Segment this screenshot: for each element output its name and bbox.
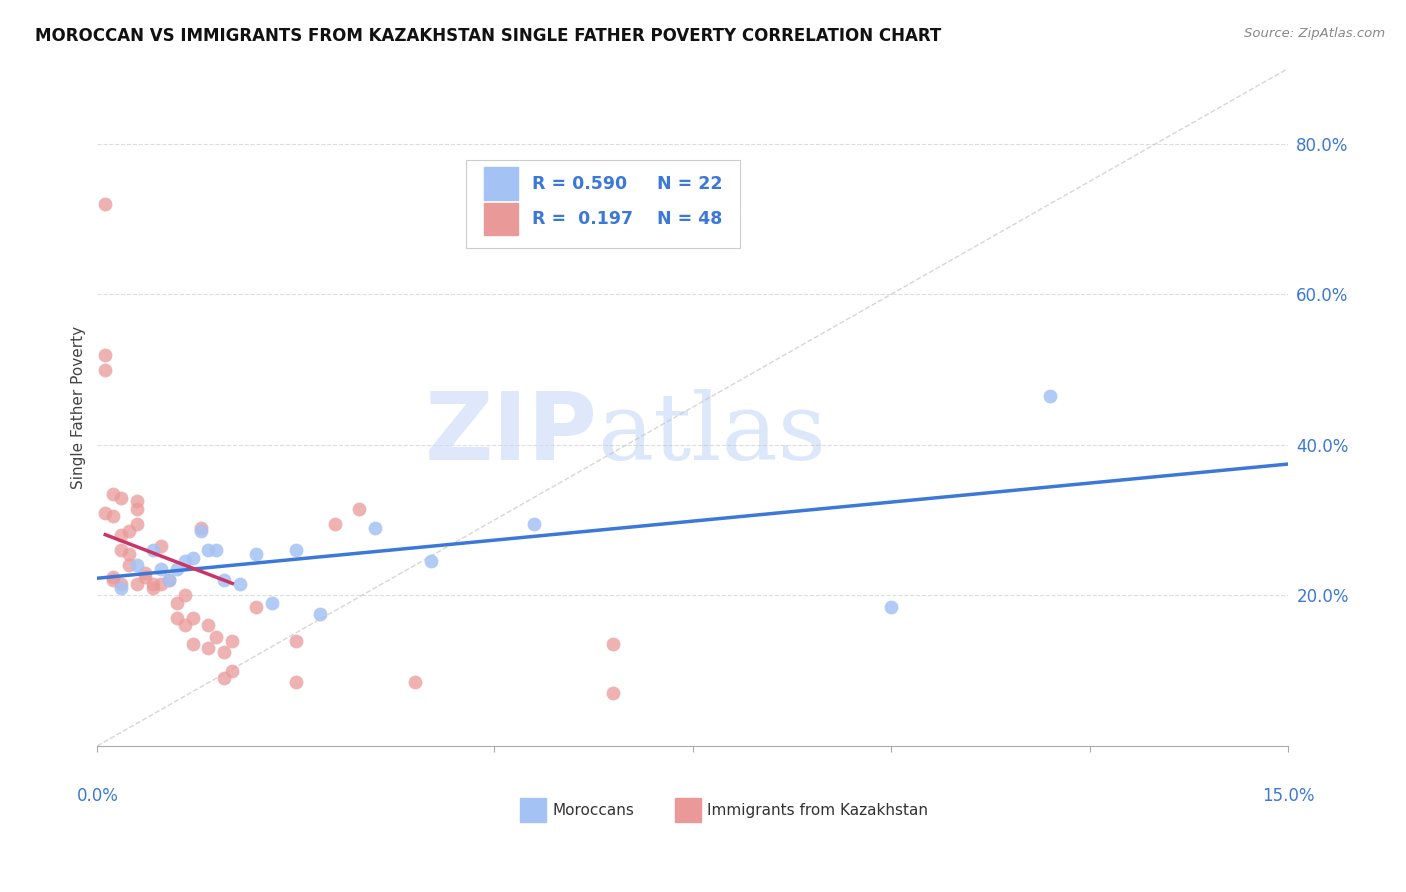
Point bbox=[103, 569, 125, 583]
Point bbox=[103, 487, 125, 501]
Point bbox=[110, 543, 132, 558]
Point bbox=[308, 607, 330, 622]
Text: Immigrants from Kazakhstan: Immigrants from Kazakhstan bbox=[707, 803, 928, 818]
Point bbox=[602, 686, 624, 700]
Point bbox=[197, 618, 219, 632]
Point bbox=[419, 554, 441, 568]
Point bbox=[284, 543, 307, 558]
Point bbox=[157, 574, 180, 588]
Point bbox=[125, 494, 148, 508]
Point bbox=[149, 540, 172, 554]
Point bbox=[214, 645, 236, 659]
Point bbox=[181, 550, 204, 565]
Point bbox=[110, 581, 132, 595]
Text: Source: ZipAtlas.com: Source: ZipAtlas.com bbox=[1244, 27, 1385, 40]
Point bbox=[245, 547, 267, 561]
Point bbox=[94, 362, 117, 376]
Point bbox=[103, 574, 125, 588]
Point bbox=[190, 524, 212, 539]
Point bbox=[181, 611, 204, 625]
Point bbox=[404, 674, 426, 689]
FancyBboxPatch shape bbox=[467, 160, 741, 248]
Text: R =  0.197: R = 0.197 bbox=[531, 210, 633, 227]
Point bbox=[197, 543, 219, 558]
Point bbox=[166, 596, 188, 610]
Y-axis label: Single Father Poverty: Single Father Poverty bbox=[72, 326, 86, 489]
Point bbox=[125, 558, 148, 573]
Point bbox=[284, 633, 307, 648]
Point bbox=[125, 501, 148, 516]
Point bbox=[118, 558, 141, 573]
Point bbox=[142, 577, 165, 591]
Point bbox=[103, 509, 125, 524]
Text: N = 48: N = 48 bbox=[657, 210, 723, 227]
Point bbox=[284, 674, 307, 689]
Text: 15.0%: 15.0% bbox=[1261, 788, 1315, 805]
Bar bbox=[675, 798, 702, 822]
Point bbox=[260, 596, 283, 610]
Point bbox=[205, 630, 228, 644]
Point bbox=[205, 543, 228, 558]
Text: atlas: atlas bbox=[598, 389, 827, 479]
Bar bbox=[484, 168, 517, 200]
Point bbox=[325, 516, 347, 531]
Point bbox=[157, 574, 180, 588]
Point bbox=[94, 506, 117, 520]
Point bbox=[134, 569, 156, 583]
Point bbox=[364, 520, 387, 534]
Bar bbox=[520, 798, 546, 822]
Point bbox=[173, 554, 195, 568]
Point bbox=[94, 347, 117, 361]
Text: ZIP: ZIP bbox=[425, 388, 598, 480]
Text: N = 22: N = 22 bbox=[657, 175, 723, 193]
Point bbox=[221, 664, 243, 678]
Text: Moroccans: Moroccans bbox=[553, 803, 634, 818]
Bar bbox=[484, 202, 517, 235]
Point bbox=[523, 516, 546, 531]
Point bbox=[602, 637, 624, 651]
Point bbox=[190, 520, 212, 534]
Point bbox=[221, 633, 243, 648]
Point bbox=[166, 611, 188, 625]
Text: 0.0%: 0.0% bbox=[76, 788, 118, 805]
Point bbox=[173, 588, 195, 602]
Point bbox=[142, 543, 165, 558]
Point bbox=[245, 599, 267, 614]
Point bbox=[229, 577, 252, 591]
Point bbox=[118, 547, 141, 561]
Point bbox=[125, 516, 148, 531]
Point bbox=[197, 640, 219, 655]
Point bbox=[149, 577, 172, 591]
Point bbox=[149, 562, 172, 576]
Point bbox=[880, 599, 903, 614]
Point bbox=[173, 618, 195, 632]
Point bbox=[134, 566, 156, 580]
Text: R = 0.590: R = 0.590 bbox=[531, 175, 627, 193]
Point bbox=[166, 562, 188, 576]
Point bbox=[110, 528, 132, 542]
Text: MOROCCAN VS IMMIGRANTS FROM KAZAKHSTAN SINGLE FATHER POVERTY CORRELATION CHART: MOROCCAN VS IMMIGRANTS FROM KAZAKHSTAN S… bbox=[35, 27, 942, 45]
Point bbox=[110, 577, 132, 591]
Point bbox=[142, 581, 165, 595]
Point bbox=[349, 501, 371, 516]
Point bbox=[214, 574, 236, 588]
Point bbox=[1039, 389, 1062, 403]
Point bbox=[214, 671, 236, 685]
Point bbox=[125, 577, 148, 591]
Point bbox=[110, 491, 132, 505]
Point bbox=[94, 197, 117, 211]
Point bbox=[118, 524, 141, 539]
Point bbox=[181, 637, 204, 651]
